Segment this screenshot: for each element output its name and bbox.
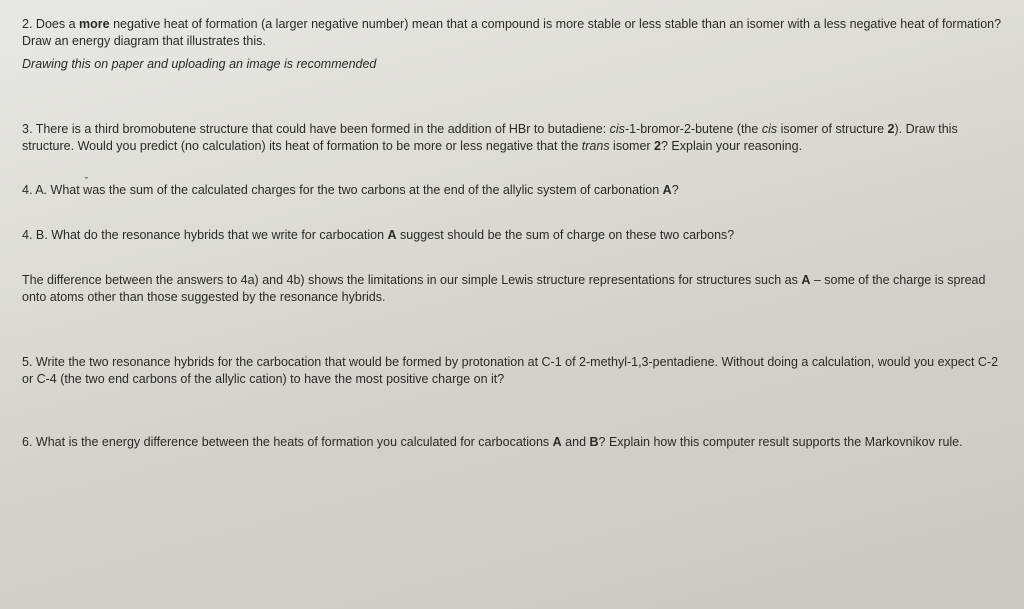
q6-p1: What is the energy difference between th… xyxy=(36,435,553,449)
q2-text-post: negative heat of formation (a larger neg… xyxy=(22,17,1001,48)
q4b-A: A xyxy=(388,228,397,242)
q5-number: 5. xyxy=(22,355,32,369)
question-2: 2. Does a more negative heat of formatio… xyxy=(22,16,1002,50)
question-4a: 4. A. What was the sum of the calculated… xyxy=(22,182,1002,199)
q3-trans: trans xyxy=(582,139,610,153)
q4a-was: was xyxy=(83,183,105,197)
question-3: 3. There is a third bromobutene structur… xyxy=(22,121,1002,155)
q3-p2: -1-bromor-2-butene (the xyxy=(625,122,762,136)
q3-cis2: cis xyxy=(762,122,777,136)
q4a-p1: What xyxy=(51,183,84,197)
q2-more: more xyxy=(79,17,110,31)
q4b-p2: suggest should be the sum of charge on t… xyxy=(397,228,735,242)
q3-p5: isomer xyxy=(610,139,654,153)
q4a-p3: ? xyxy=(672,183,679,197)
q2-text-pre: Does a xyxy=(36,17,79,31)
question-6: 6. What is the energy difference between… xyxy=(22,434,1002,451)
q6-p3: ? Explain how this computer result suppo… xyxy=(599,435,963,449)
q3-p6: ? Explain your reasoning. xyxy=(661,139,802,153)
q4a-p2: the sum of the calculated charges for th… xyxy=(105,183,662,197)
q2-number: 2. xyxy=(22,17,32,31)
q3-p1: There is a third bromobutene structure t… xyxy=(36,122,610,136)
q5-text: Write the two resonance hybrids for the … xyxy=(22,355,998,386)
q6-p2: and xyxy=(562,435,590,449)
q6-B: B xyxy=(590,435,599,449)
q3-number: 3. xyxy=(22,122,32,136)
q3-two: 2 xyxy=(888,122,895,136)
q3-cis1: cis xyxy=(610,122,625,136)
q4a-A: A xyxy=(663,183,672,197)
q6-number: 6. xyxy=(22,435,32,449)
q4a-number: 4. A. xyxy=(22,183,47,197)
q3-two-b: 2 xyxy=(654,139,661,153)
q4b-number: 4. B. xyxy=(22,228,48,242)
q6-A: A xyxy=(553,435,562,449)
note-4-difference: The difference between the answers to 4a… xyxy=(22,272,1002,306)
note-p1: The difference between the answers to 4a… xyxy=(22,273,801,287)
q3-p3: isomer of structure xyxy=(777,122,887,136)
q4b-p1: What do the resonance hybrids that we wr… xyxy=(51,228,387,242)
q2-instruction: Drawing this on paper and uploading an i… xyxy=(22,56,1002,73)
worksheet-page: 2. Does a more negative heat of formatio… xyxy=(0,0,1024,461)
question-4b: 4. B. What do the resonance hybrids that… xyxy=(22,227,1002,244)
question-5: 5. Write the two resonance hybrids for t… xyxy=(22,354,1002,388)
note-A: A xyxy=(801,273,810,287)
